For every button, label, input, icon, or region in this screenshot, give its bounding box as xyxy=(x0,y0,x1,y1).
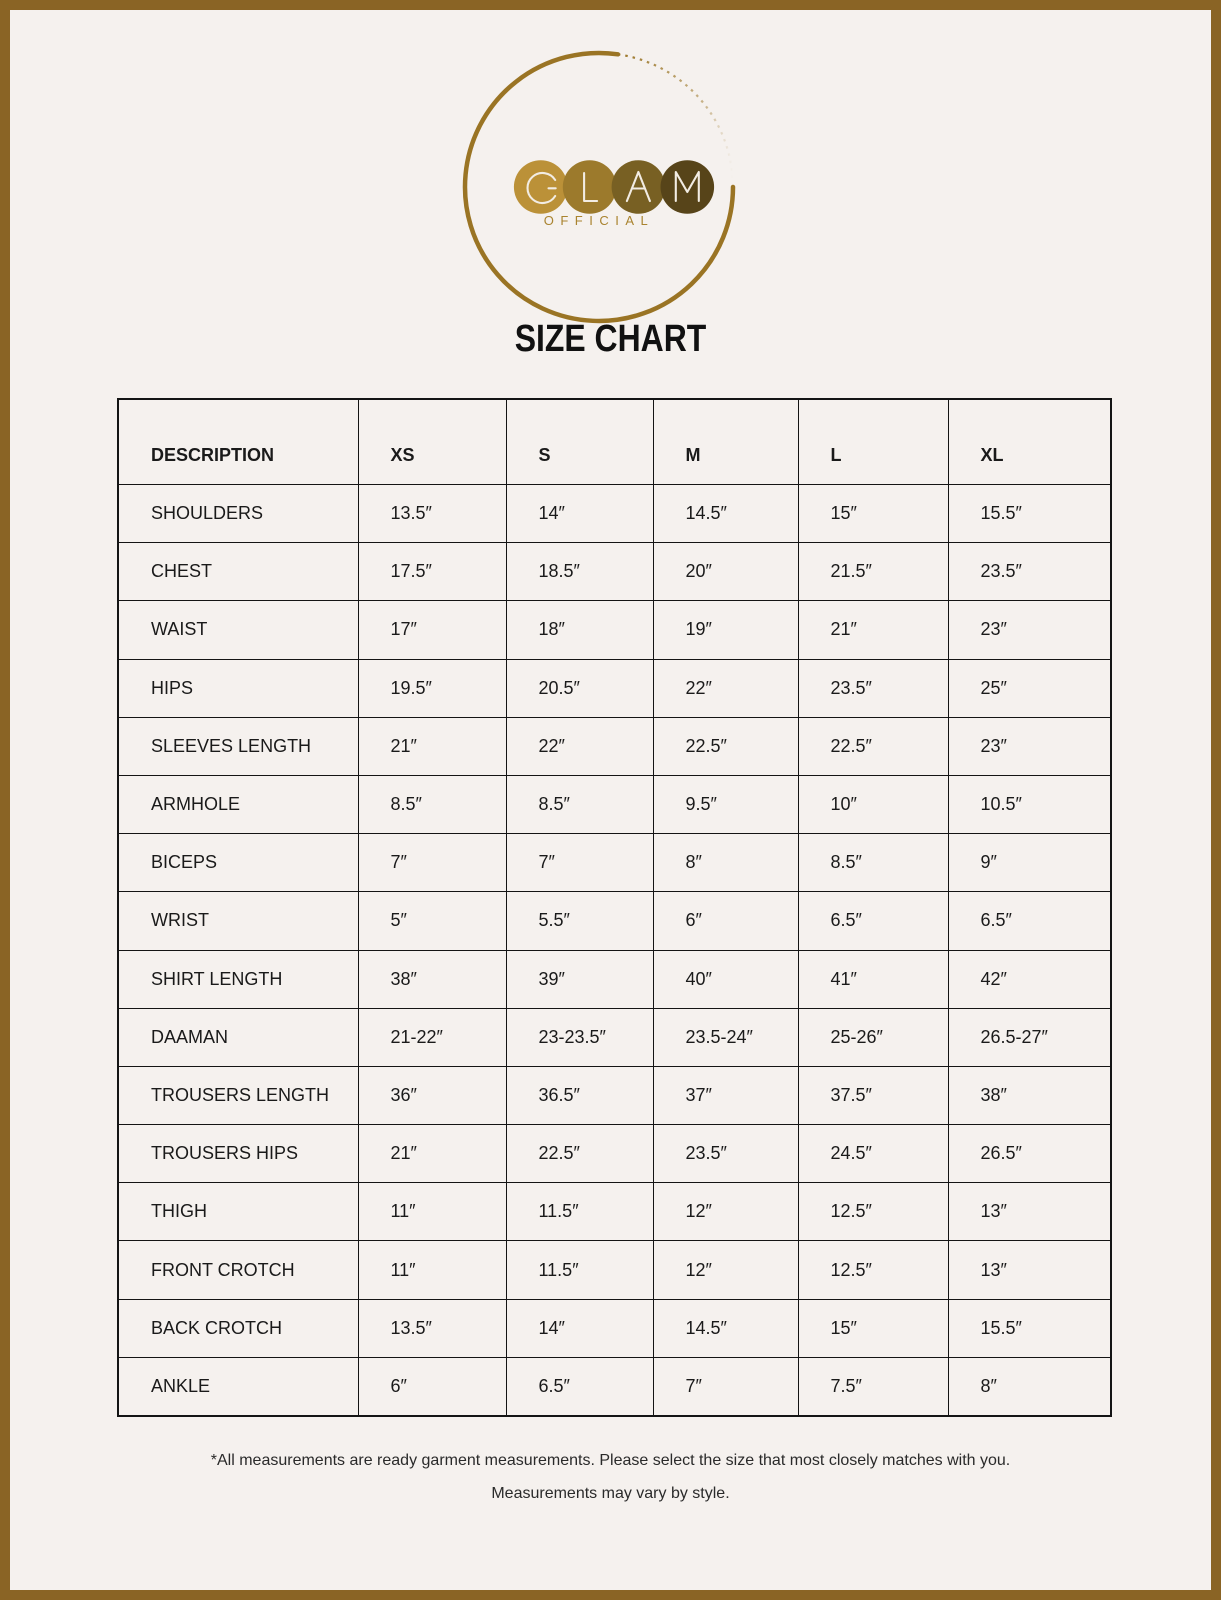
svg-text:OFFICIAL: OFFICIAL xyxy=(544,213,655,228)
